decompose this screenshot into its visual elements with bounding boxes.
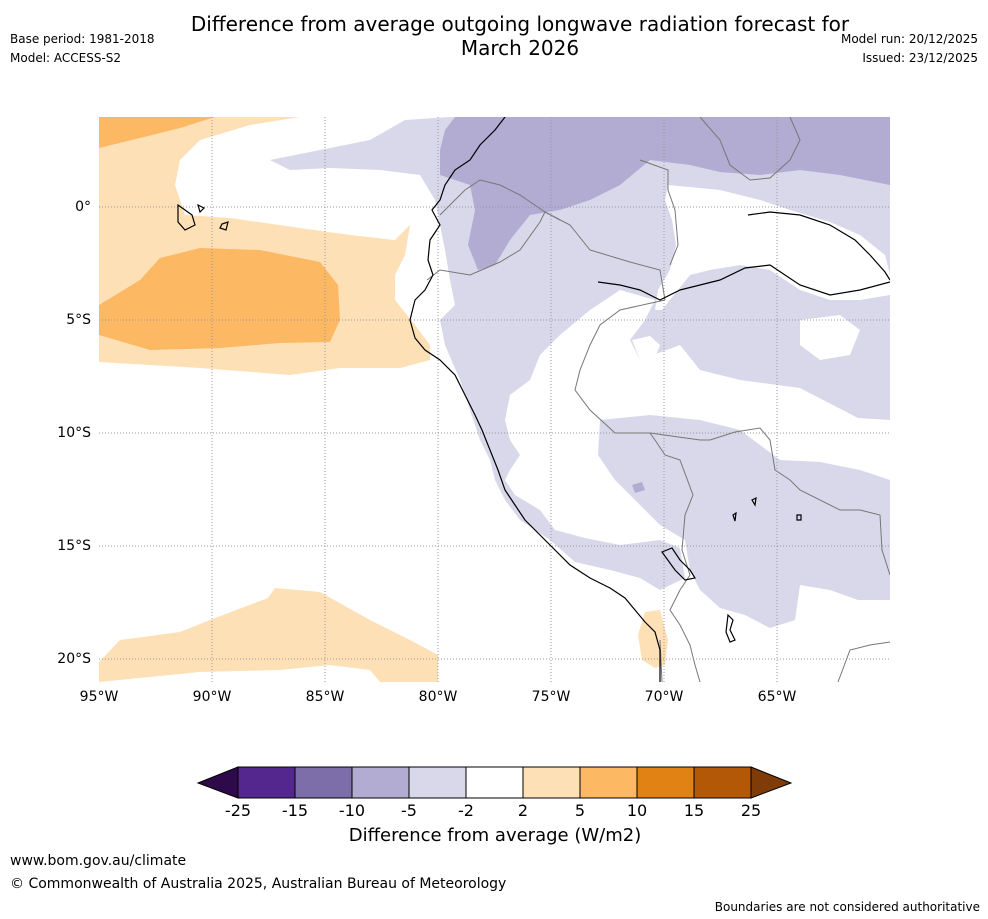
colorbar-tick-m25: -25 [224,801,252,820]
colorbar-segment-gt-25 [750,766,793,799]
graticule [99,117,890,682]
base-period: Base period: 1981-2018 [10,32,155,46]
colorbar-segment-m25-m15 [237,766,296,799]
colorbar [196,766,793,799]
anomaly-region-purple-small-2 [632,482,645,493]
anomaly-region-neutral-amazon [655,185,890,310]
copyright-notice: © Commonwealth of Australia 2025, Austra… [10,876,507,892]
anomaly-region-orange-north [99,117,215,148]
colorbar-segment-m10-m5 [351,766,410,799]
lake-titicaca [661,547,696,581]
small-lake-3 [796,514,802,521]
anomaly-region-orange-central [99,248,340,350]
colorbar-tick-m10: -10 [338,801,366,820]
lat-tick-20s: 20°S [57,651,91,667]
country-borders [426,117,890,682]
lon-tick-85w: 85°W [305,689,345,705]
anomaly-region-neutral-hole-3 [800,315,860,360]
anomaly-region-purple-small-1 [850,118,872,140]
colorbar-segment-p10-15 [636,766,695,799]
colorbar-tick-m15: -15 [281,801,309,820]
small-lake-1 [751,496,757,507]
website-link[interactable]: www.bom.gov.au/climate [10,853,187,869]
colorbar-segment-p5-10 [579,766,638,799]
lat-tick-15s: 15°S [57,538,91,554]
lat-tick-10s: 10°S [57,425,91,441]
small-lake-2 [732,511,737,522]
lat-tick-5s: 5°S [66,312,91,328]
coastline-caribbean [747,211,890,281]
map-title-line1: Difference from average outgoing longwav… [190,12,850,36]
lon-tick-75w: 75°W [531,689,571,705]
anomaly-region-neutral-hole-2 [632,336,660,360]
galapagos-island-1 [177,203,196,231]
colorbar-segment-m5-m2 [408,766,467,799]
lon-tick-95w: 95°W [79,689,119,705]
colorbar-tick-m5: -5 [401,801,417,820]
border-colombia-peru [544,211,666,301]
colorbar-segment-p2-5 [522,766,581,799]
amazon-river [597,264,890,301]
anomaly-region-neutral-hole-1 [570,368,612,418]
lat-tick-0: 0° [75,199,91,215]
colorbar-tick-p2: 2 [517,801,529,820]
colorbar-tick-p25: 25 [740,801,762,820]
colorbar-segment-p15-25 [693,766,752,799]
colorbar-segment-lt-m25 [196,766,239,799]
lon-tick-90w: 90°W [192,689,232,705]
border-chile-bolivia [669,574,701,682]
model-name: Model: ACCESS-S2 [10,51,122,65]
map-area [99,117,890,682]
colorbar-segment-m2-2 [465,766,524,799]
lon-tick-80w: 80°W [418,689,458,705]
colorbar-label: Difference from average (W/m2) [348,825,642,846]
border-colombia-venezuela [639,159,679,266]
coastlines [177,117,890,682]
colorbar-tick-m2: -2 [458,801,474,820]
border-bolivia-brazil [649,427,890,576]
galapagos-island-3 [219,221,229,231]
issued-date: Issued: 23/12/2025 [862,51,978,65]
border-peru-brazil [574,299,666,434]
anomaly-region-purple-north [440,117,890,270]
border-peru-bolivia [649,432,694,576]
model-run-date: Model run: 20/12/2025 [840,32,978,46]
map-title-line2: March 2026 [460,36,580,60]
coastline-pacific [409,117,661,682]
map-title: Difference from average outgoing longwav… [0,12,988,60]
lon-tick-70w: 70°W [644,689,684,705]
colorbar-tick-p15: 15 [683,801,705,820]
anomaly-region-light-purple-south [598,415,890,628]
colorbar-segment-m15-m10 [294,766,353,799]
border-chile-argentina [659,639,663,682]
border-ecuador-peru [426,211,546,281]
small-lake-4 [725,613,736,643]
lon-tick-65w: 65°W [757,689,797,705]
border-venezuela-brazil [699,117,801,181]
border-paraguay [837,641,890,682]
colorbar-tick-p5: 5 [574,801,586,820]
colorbar-tick-p10: 10 [626,801,648,820]
boundaries-disclaimer: Boundaries are not considered authoritat… [714,900,980,914]
galapagos-island-2 [197,203,206,214]
